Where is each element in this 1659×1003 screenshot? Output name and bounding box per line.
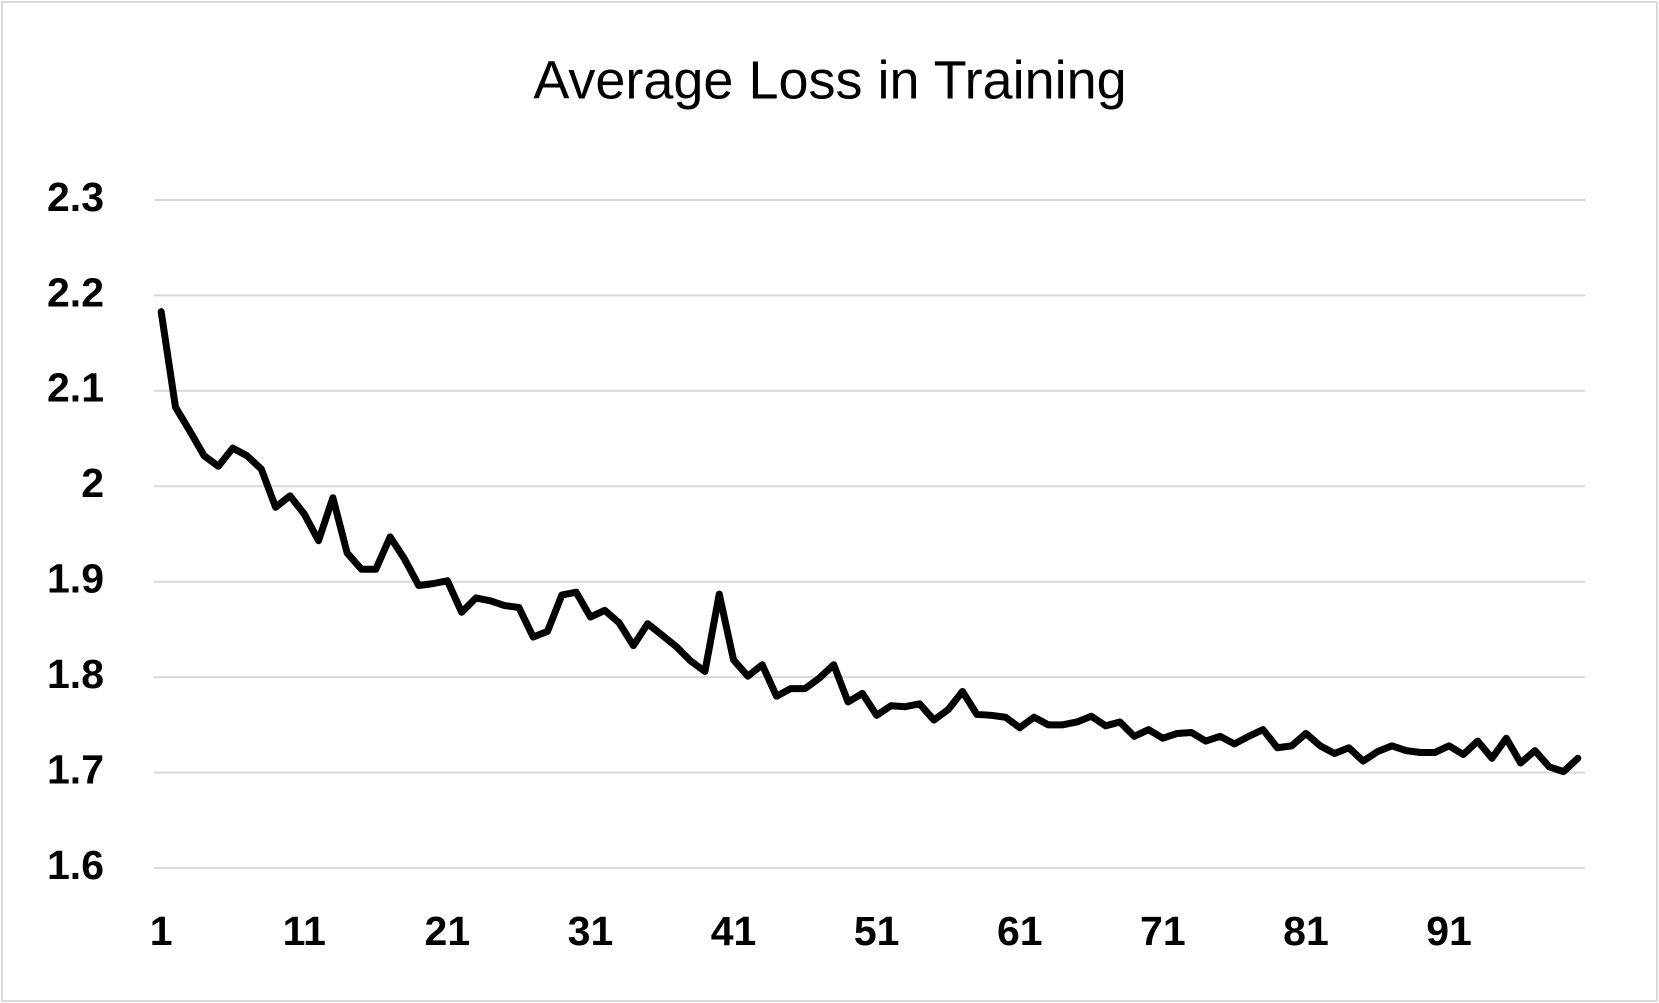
y-tick-label: 1.6 (47, 842, 104, 888)
y-tick-label: 1.7 (47, 746, 104, 792)
y-tick-label: 2.2 (47, 269, 104, 315)
x-tick-label: 91 (1426, 908, 1472, 954)
x-tick-label: 41 (711, 908, 757, 954)
x-tick-label: 1 (150, 908, 173, 954)
y-tick-label: 1.8 (47, 651, 104, 697)
line-series (157, 308, 1582, 776)
x-tick-label: 81 (1283, 908, 1329, 954)
x-tick-label: 31 (568, 908, 614, 954)
x-tick-label: 61 (997, 908, 1043, 954)
y-tick-label: 1.9 (47, 556, 104, 602)
y-tick-label: 2.3 (47, 174, 104, 220)
x-tick-label: 51 (854, 908, 900, 954)
x-tick-label: 11 (283, 908, 326, 954)
y-tick-label: 2.1 (47, 365, 104, 411)
chart-title: Average Loss in Training (533, 50, 1126, 110)
x-tick-label: 71 (1140, 908, 1186, 954)
x-tick-label: 21 (425, 908, 471, 954)
y-tick-label: 2 (81, 460, 104, 506)
